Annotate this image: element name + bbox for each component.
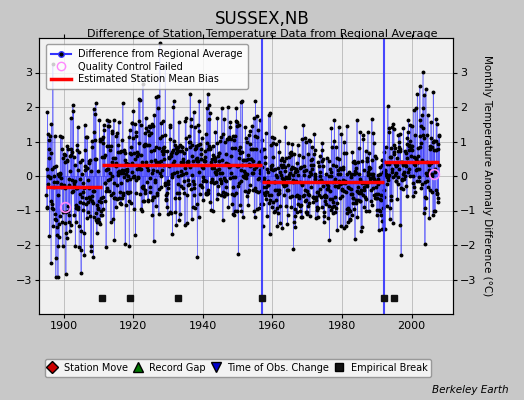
Legend: Station Move, Record Gap, Time of Obs. Change, Empirical Break: Station Move, Record Gap, Time of Obs. C… bbox=[45, 359, 431, 377]
Text: SUSSEX,NB: SUSSEX,NB bbox=[215, 10, 309, 28]
Y-axis label: Monthly Temperature Anomaly Difference (°C): Monthly Temperature Anomaly Difference (… bbox=[482, 55, 492, 297]
Text: Difference of Station Temperature Data from Regional Average: Difference of Station Temperature Data f… bbox=[87, 29, 437, 39]
Text: Berkeley Earth: Berkeley Earth bbox=[432, 385, 508, 395]
